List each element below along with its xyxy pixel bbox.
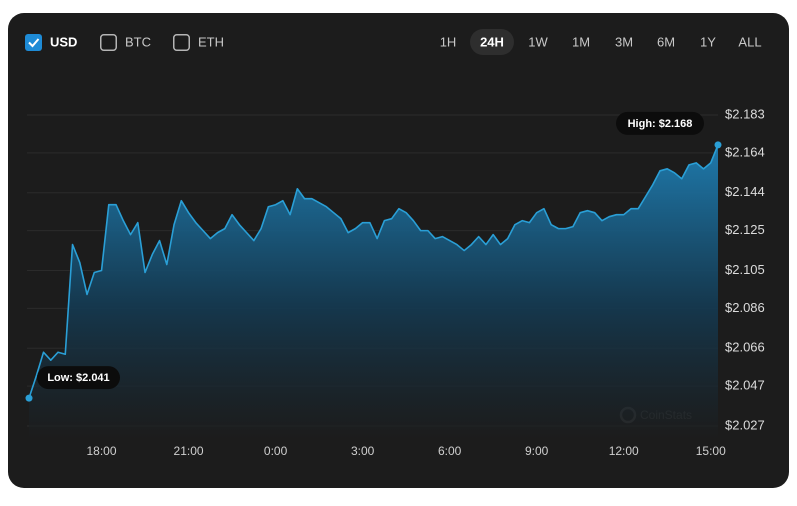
low-marker [25, 394, 33, 402]
checkbox-box [173, 34, 190, 51]
annotation-text: High: $2.168 [628, 118, 693, 130]
y-tick-label: $2.047 [725, 378, 765, 393]
range-button[interactable]: 24H [470, 29, 514, 55]
y-tick-label: $2.144 [725, 184, 765, 199]
range-button-label: 6M [657, 34, 675, 49]
checkbox-label: BTC [125, 34, 151, 49]
checkbox-label: ETH [198, 34, 224, 49]
checkbox-box [100, 34, 117, 51]
annotation-text: Low: $2.041 [47, 372, 109, 384]
area [29, 144, 718, 440]
x-tick-label: 9:00 [525, 444, 549, 458]
range-button-label: ALL [738, 34, 761, 49]
range-button-label: 1Y [700, 34, 716, 49]
range-button-label: 1W [528, 34, 548, 49]
annotation-bg [616, 111, 704, 135]
x-tick-label: 3:00 [351, 444, 375, 458]
low-annotation: Low: $2.041 [37, 366, 120, 390]
currency-checkbox[interactable]: USD [25, 34, 77, 51]
checkbox-box [25, 34, 42, 51]
range-button[interactable]: 1W [528, 34, 548, 49]
y-tick-label: $2.105 [725, 262, 765, 277]
range-button-bg [470, 29, 514, 55]
controls: USD BTC ETH 1H 24H 1W 1M 3M 6M 1Y ALL [25, 29, 762, 55]
checkbox-check [28, 38, 40, 48]
y-tick-label: $2.164 [725, 144, 765, 159]
range-button[interactable]: 3M [615, 34, 633, 49]
x-tick-label: 0:00 [264, 444, 288, 458]
y-tick-label: $2.125 [725, 222, 765, 237]
x-tick-label: 15:00 [696, 444, 726, 458]
y-tick-label: $2.027 [725, 417, 765, 432]
x-tick-label: 12:00 [609, 444, 639, 458]
annotation-bg [37, 366, 120, 390]
range-button-label: 3M [615, 34, 633, 49]
x-tick-label: 6:00 [438, 444, 462, 458]
high-marker [714, 141, 722, 149]
plot: $2.183 $2.164 $2.144 $2.125 $2.105 $2.086 $2.0… [25, 106, 765, 458]
y-tick-label: $2.066 [725, 340, 765, 355]
x-tick-label: 18:00 [87, 444, 117, 458]
currency-checkbox[interactable]: BTC [100, 34, 151, 51]
line [28, 144, 719, 399]
y-tick-label: $2.183 [725, 106, 765, 121]
range-button-label: 1H [440, 34, 457, 49]
range-button[interactable]: 1H [440, 34, 457, 49]
checkbox-label: USD [50, 34, 77, 49]
y-tick-label: $2.086 [725, 300, 765, 315]
range-button[interactable]: 1Y [700, 34, 716, 49]
currency-checkbox[interactable]: ETH [173, 34, 224, 51]
range-button[interactable]: ALL [738, 34, 761, 49]
range-button[interactable]: 6M [657, 34, 675, 49]
high-annotation: High: $2.168 [616, 111, 704, 135]
x-tick-label: 21:00 [174, 444, 204, 458]
range-button-label: 24H [480, 34, 504, 49]
range-button-label: 1M [572, 34, 590, 49]
range-button[interactable]: 1M [572, 34, 590, 49]
